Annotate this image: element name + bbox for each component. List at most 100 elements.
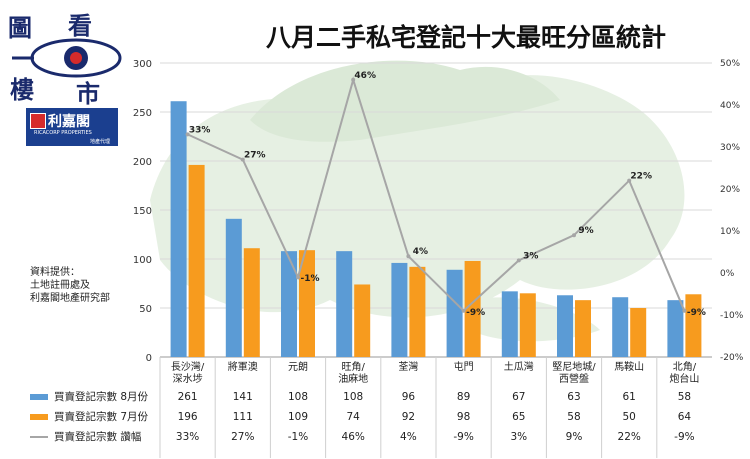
- change-point: [351, 77, 356, 82]
- ricacorp-logo-icon: [30, 113, 46, 129]
- change-point: [516, 258, 521, 263]
- change-point: [185, 132, 190, 137]
- right-tick-label: 40%: [720, 101, 740, 111]
- bar-jul: [188, 164, 205, 357]
- change-data-label: 27%: [244, 151, 266, 161]
- left-axis: 0 50 100 150 200 250 300: [133, 59, 152, 364]
- change-data-label: -9%: [466, 308, 485, 318]
- table-cell: 58: [677, 391, 692, 403]
- source-note-line: 資料提供：: [30, 267, 80, 278]
- category-axis: 長沙灣/深水埗 將軍澳 元朗 旺角/油麻地 荃灣 屯門 土瓜灣 堅尼地城/西營盤 馬鞍山 北角/炮…: [159, 357, 699, 458]
- table-row-label-change: 買賣登記宗數 讚幅: [30, 428, 141, 446]
- bar-aug: [501, 291, 518, 357]
- bar-jul: [409, 266, 426, 357]
- bar-jul: [685, 294, 702, 357]
- logo-char-4: 市: [76, 79, 100, 108]
- table-cell: 108: [287, 391, 308, 403]
- category-label: 堅尼地城/: [552, 360, 596, 373]
- change-data-label: 33%: [189, 125, 211, 135]
- data-table: 買賣登記宗數 8月份 買賣登記宗數 7月份 買賣登記宗數 讚幅 261 141 10…: [30, 384, 730, 448]
- table-row-label-jul: 買賣登記宗數 7月份: [30, 408, 148, 426]
- left-tick-label: 150: [133, 206, 152, 217]
- table-cell: 109: [287, 411, 308, 423]
- bar-aug: [667, 300, 684, 357]
- bar-jul: [519, 293, 536, 357]
- right-tick-label: -20%: [720, 353, 744, 363]
- jul-legend-text: 買賣登記宗數 7月份: [54, 411, 149, 423]
- change-point: [406, 254, 411, 259]
- table-cell: 64: [677, 411, 692, 423]
- aug-legend-swatch: [30, 394, 48, 400]
- map-landmass: [250, 60, 560, 142]
- table-row-label-aug: 買賣登記宗數 8月份: [30, 388, 148, 406]
- change-data-label: 46%: [354, 71, 376, 81]
- logo-char-3: 樓: [10, 75, 34, 104]
- source-note-line: 利嘉閣地產研究部: [30, 293, 110, 304]
- table-cell: 3%: [510, 431, 528, 443]
- table-cell: 58: [567, 411, 581, 423]
- bar-series: [170, 101, 702, 357]
- left-tick-label: 200: [133, 157, 152, 168]
- left-tick-label: 300: [133, 59, 152, 70]
- bar-aug: [391, 262, 408, 357]
- right-tick-label: -10%: [720, 311, 744, 321]
- category-label: 將軍澳: [228, 360, 258, 373]
- table-cell: 74: [346, 411, 360, 423]
- brand-sub-cn: 地產代理: [90, 139, 111, 145]
- change-data-label: -9%: [687, 308, 706, 318]
- ricacorp-badge: 利嘉閣 RICACORP PROPERTIES 地產代理: [26, 108, 118, 146]
- table-cell: -9%: [674, 431, 695, 443]
- table-cell: 4%: [400, 431, 417, 443]
- table-cell: 89: [456, 391, 471, 403]
- left-tick-label: 50: [139, 304, 152, 315]
- change-data-label: 22%: [630, 172, 652, 182]
- left-tick-label: 100: [133, 255, 152, 266]
- category-label: 屯門: [454, 360, 474, 373]
- change-point: [240, 157, 245, 162]
- right-tick-label: 20%: [720, 185, 740, 195]
- table-cell: 108: [343, 391, 364, 403]
- category-label: 長沙灣/: [171, 361, 205, 373]
- bar-jul: [243, 248, 260, 357]
- change-point: [572, 233, 576, 238]
- change-data-label: -1%: [300, 274, 319, 284]
- table-cell: 50: [622, 411, 636, 423]
- change-data-label: 9%: [578, 226, 593, 236]
- right-tick-label: 30%: [720, 143, 740, 153]
- left-tick-label: 250: [133, 108, 152, 119]
- bar-jul: [354, 284, 371, 357]
- table-cell: 9%: [565, 431, 583, 443]
- table-cell: 111: [232, 411, 253, 423]
- category-label: 炮台山: [669, 372, 699, 385]
- change-data-label: 4%: [413, 247, 428, 257]
- table-cell: 92: [401, 411, 416, 423]
- right-tick-label: 10%: [720, 227, 740, 237]
- bar-aug: [446, 269, 463, 357]
- table-cell: -1%: [287, 431, 309, 443]
- table-cell: 63: [567, 391, 581, 403]
- right-tick-label: 0%: [720, 269, 735, 279]
- bar-aug: [225, 218, 242, 357]
- logo-char-2: 看: [68, 11, 92, 40]
- bar-jul: [575, 300, 591, 357]
- category-label: 荃灣: [398, 360, 418, 373]
- table-cell: 98: [456, 411, 471, 423]
- jul-legend-swatch: [30, 414, 48, 420]
- table-cell: 67: [512, 391, 526, 403]
- bar-aug: [557, 295, 573, 357]
- chart-title: 八月二手私宅登記十大最旺分區統計: [266, 23, 666, 52]
- category-label: 油麻地: [338, 372, 368, 385]
- category-label: 北角/: [673, 361, 697, 373]
- eye-icon: [12, 38, 122, 78]
- brand-sub-en: RICACORP PROPERTIES: [34, 130, 92, 136]
- right-axis: -20% -10% 0% 10% 20% 30% 40% 50%: [720, 59, 744, 363]
- logo-char-1: 圖: [8, 13, 32, 42]
- right-tick-label: 50%: [720, 59, 740, 69]
- bar-jul: [464, 260, 481, 357]
- table-cell: 65: [512, 411, 526, 423]
- table-cell: 61: [622, 391, 636, 403]
- bar-jul: [630, 308, 647, 357]
- change-line: [187, 76, 686, 313]
- change-data-label: 3%: [523, 251, 538, 261]
